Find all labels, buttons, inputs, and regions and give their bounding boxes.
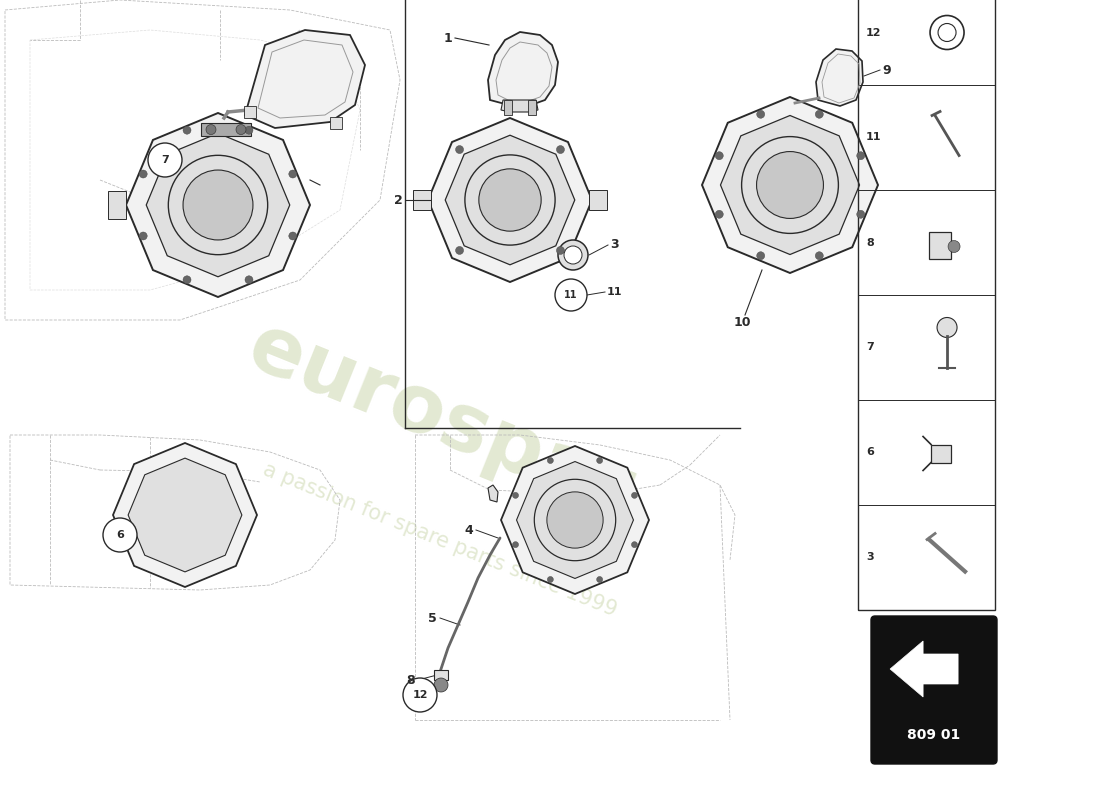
- Text: eurospar: eurospar: [236, 308, 644, 532]
- Circle shape: [631, 542, 638, 548]
- Circle shape: [289, 232, 297, 240]
- Text: 809 01: 809 01: [908, 728, 960, 742]
- Text: 11: 11: [564, 290, 578, 300]
- Polygon shape: [720, 115, 859, 254]
- Bar: [412, 190, 431, 210]
- Circle shape: [403, 678, 437, 712]
- Bar: [201, 122, 251, 135]
- Circle shape: [140, 170, 147, 178]
- Circle shape: [557, 146, 564, 154]
- Text: 5: 5: [428, 611, 437, 625]
- Circle shape: [757, 252, 764, 260]
- Circle shape: [548, 458, 553, 463]
- Text: 11: 11: [607, 287, 623, 297]
- Polygon shape: [146, 134, 289, 277]
- Polygon shape: [890, 641, 958, 697]
- Polygon shape: [500, 100, 538, 112]
- Circle shape: [289, 170, 297, 178]
- Circle shape: [103, 518, 138, 552]
- Circle shape: [857, 152, 865, 160]
- Polygon shape: [126, 113, 310, 297]
- Bar: [434, 670, 448, 680]
- Polygon shape: [113, 443, 257, 587]
- Polygon shape: [245, 30, 365, 128]
- Text: a passion for spare parts since 1999: a passion for spare parts since 1999: [260, 459, 620, 621]
- Polygon shape: [128, 458, 242, 572]
- Circle shape: [948, 241, 960, 253]
- FancyBboxPatch shape: [871, 616, 997, 764]
- Circle shape: [564, 246, 582, 264]
- Circle shape: [148, 143, 182, 177]
- Polygon shape: [488, 32, 558, 106]
- Text: 9: 9: [882, 63, 891, 77]
- Text: 1: 1: [443, 31, 452, 45]
- Bar: [330, 117, 342, 129]
- Circle shape: [513, 492, 518, 498]
- Bar: [244, 106, 256, 118]
- Circle shape: [236, 125, 246, 134]
- Bar: [858, 0, 996, 610]
- Circle shape: [245, 276, 253, 284]
- Circle shape: [558, 240, 589, 270]
- Circle shape: [557, 246, 564, 254]
- Circle shape: [183, 276, 191, 284]
- Text: 6: 6: [117, 530, 124, 540]
- Text: 7: 7: [866, 342, 873, 353]
- Circle shape: [183, 170, 253, 240]
- Bar: [930, 233, 952, 258]
- Text: 6: 6: [866, 447, 873, 458]
- Circle shape: [455, 146, 463, 154]
- Circle shape: [857, 210, 865, 218]
- Text: 3: 3: [610, 238, 618, 251]
- Polygon shape: [517, 462, 634, 578]
- Circle shape: [715, 210, 724, 218]
- Text: 8: 8: [866, 238, 873, 247]
- Text: 10: 10: [734, 315, 750, 329]
- Polygon shape: [500, 446, 649, 594]
- Bar: [504, 100, 512, 115]
- Bar: [108, 191, 126, 219]
- Circle shape: [168, 155, 267, 254]
- Circle shape: [715, 152, 724, 160]
- Circle shape: [548, 577, 553, 582]
- Text: 8: 8: [406, 674, 415, 686]
- Circle shape: [183, 126, 191, 134]
- Circle shape: [434, 678, 448, 692]
- Text: 2: 2: [394, 194, 403, 206]
- Circle shape: [596, 577, 603, 582]
- Polygon shape: [428, 118, 592, 282]
- Circle shape: [547, 492, 603, 548]
- Circle shape: [455, 246, 463, 254]
- Text: 12: 12: [866, 27, 881, 38]
- Bar: [931, 445, 952, 462]
- Circle shape: [757, 110, 764, 118]
- Circle shape: [206, 125, 216, 134]
- Circle shape: [741, 137, 838, 234]
- Bar: [528, 100, 536, 115]
- Circle shape: [535, 479, 616, 561]
- Circle shape: [140, 232, 147, 240]
- Polygon shape: [816, 49, 864, 106]
- Circle shape: [596, 458, 603, 463]
- Polygon shape: [488, 485, 498, 502]
- Circle shape: [815, 110, 823, 118]
- Circle shape: [757, 151, 824, 218]
- Text: 7: 7: [161, 155, 169, 165]
- Circle shape: [478, 169, 541, 231]
- Text: 4: 4: [464, 523, 473, 537]
- Circle shape: [815, 252, 823, 260]
- Bar: [588, 190, 607, 210]
- Polygon shape: [446, 135, 575, 265]
- Text: 11: 11: [866, 133, 881, 142]
- Circle shape: [631, 492, 638, 498]
- Polygon shape: [702, 97, 878, 273]
- Circle shape: [513, 542, 518, 548]
- Text: 3: 3: [866, 553, 873, 562]
- Circle shape: [465, 155, 556, 245]
- Circle shape: [556, 279, 587, 311]
- Circle shape: [937, 318, 957, 338]
- Circle shape: [245, 126, 253, 134]
- Text: 12: 12: [412, 690, 428, 700]
